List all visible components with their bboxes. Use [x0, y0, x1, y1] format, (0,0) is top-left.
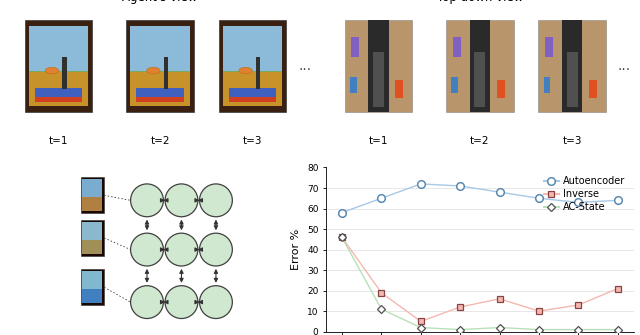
Bar: [81, 269, 104, 306]
Bar: [82, 289, 102, 303]
Circle shape: [45, 67, 59, 74]
Circle shape: [200, 233, 232, 266]
Title: Top down view: Top down view: [436, 0, 523, 4]
Bar: [373, 52, 384, 107]
Bar: [474, 52, 485, 107]
Bar: [446, 20, 514, 112]
Y-axis label: Error %: Error %: [291, 229, 301, 270]
Text: ...: ...: [298, 59, 311, 73]
Bar: [82, 240, 102, 254]
Bar: [453, 37, 461, 57]
Bar: [544, 77, 550, 93]
Bar: [223, 72, 282, 106]
Text: t=1: t=1: [49, 136, 68, 146]
Bar: [350, 77, 356, 93]
Circle shape: [131, 286, 163, 319]
Circle shape: [200, 286, 232, 319]
Bar: [223, 71, 282, 80]
Bar: [82, 197, 102, 211]
Bar: [538, 20, 606, 112]
Text: t=3: t=3: [243, 136, 262, 146]
Bar: [451, 77, 458, 93]
Circle shape: [131, 184, 163, 217]
Bar: [470, 20, 490, 112]
Text: t=3: t=3: [563, 136, 582, 146]
Bar: [131, 72, 190, 106]
Bar: [497, 80, 505, 98]
Bar: [131, 26, 190, 72]
Bar: [589, 80, 597, 98]
Bar: [82, 271, 102, 289]
Bar: [344, 20, 412, 112]
Bar: [25, 20, 93, 112]
Circle shape: [165, 184, 198, 217]
Bar: [126, 20, 194, 112]
Bar: [163, 57, 168, 89]
Bar: [136, 97, 184, 102]
Bar: [62, 57, 67, 89]
Text: t=2: t=2: [150, 136, 170, 146]
Bar: [228, 97, 276, 102]
Bar: [223, 26, 282, 72]
Bar: [545, 37, 553, 57]
Bar: [396, 80, 403, 98]
Bar: [35, 97, 83, 102]
Bar: [562, 20, 582, 112]
Bar: [82, 179, 102, 197]
Bar: [131, 71, 190, 80]
Circle shape: [147, 67, 160, 74]
Legend: Autoencoder, Inverse, AC-State: Autoencoder, Inverse, AC-State: [540, 173, 628, 216]
Text: ...: ...: [618, 59, 631, 73]
Bar: [29, 71, 88, 80]
Bar: [81, 220, 104, 256]
Text: t=2: t=2: [470, 136, 490, 146]
Circle shape: [239, 67, 252, 74]
Title: Agent's view: Agent's view: [122, 0, 198, 4]
Bar: [29, 26, 88, 72]
Bar: [29, 72, 88, 106]
Bar: [82, 222, 102, 240]
Bar: [81, 177, 104, 213]
Bar: [368, 20, 388, 112]
Circle shape: [165, 233, 198, 266]
Bar: [566, 52, 577, 107]
Circle shape: [165, 286, 198, 319]
Bar: [35, 88, 83, 102]
Circle shape: [131, 233, 163, 266]
Bar: [351, 37, 360, 57]
Bar: [228, 88, 276, 102]
Circle shape: [200, 184, 232, 217]
Bar: [136, 88, 184, 102]
Bar: [218, 20, 286, 112]
Bar: [256, 57, 260, 89]
Text: t=1: t=1: [369, 136, 388, 146]
